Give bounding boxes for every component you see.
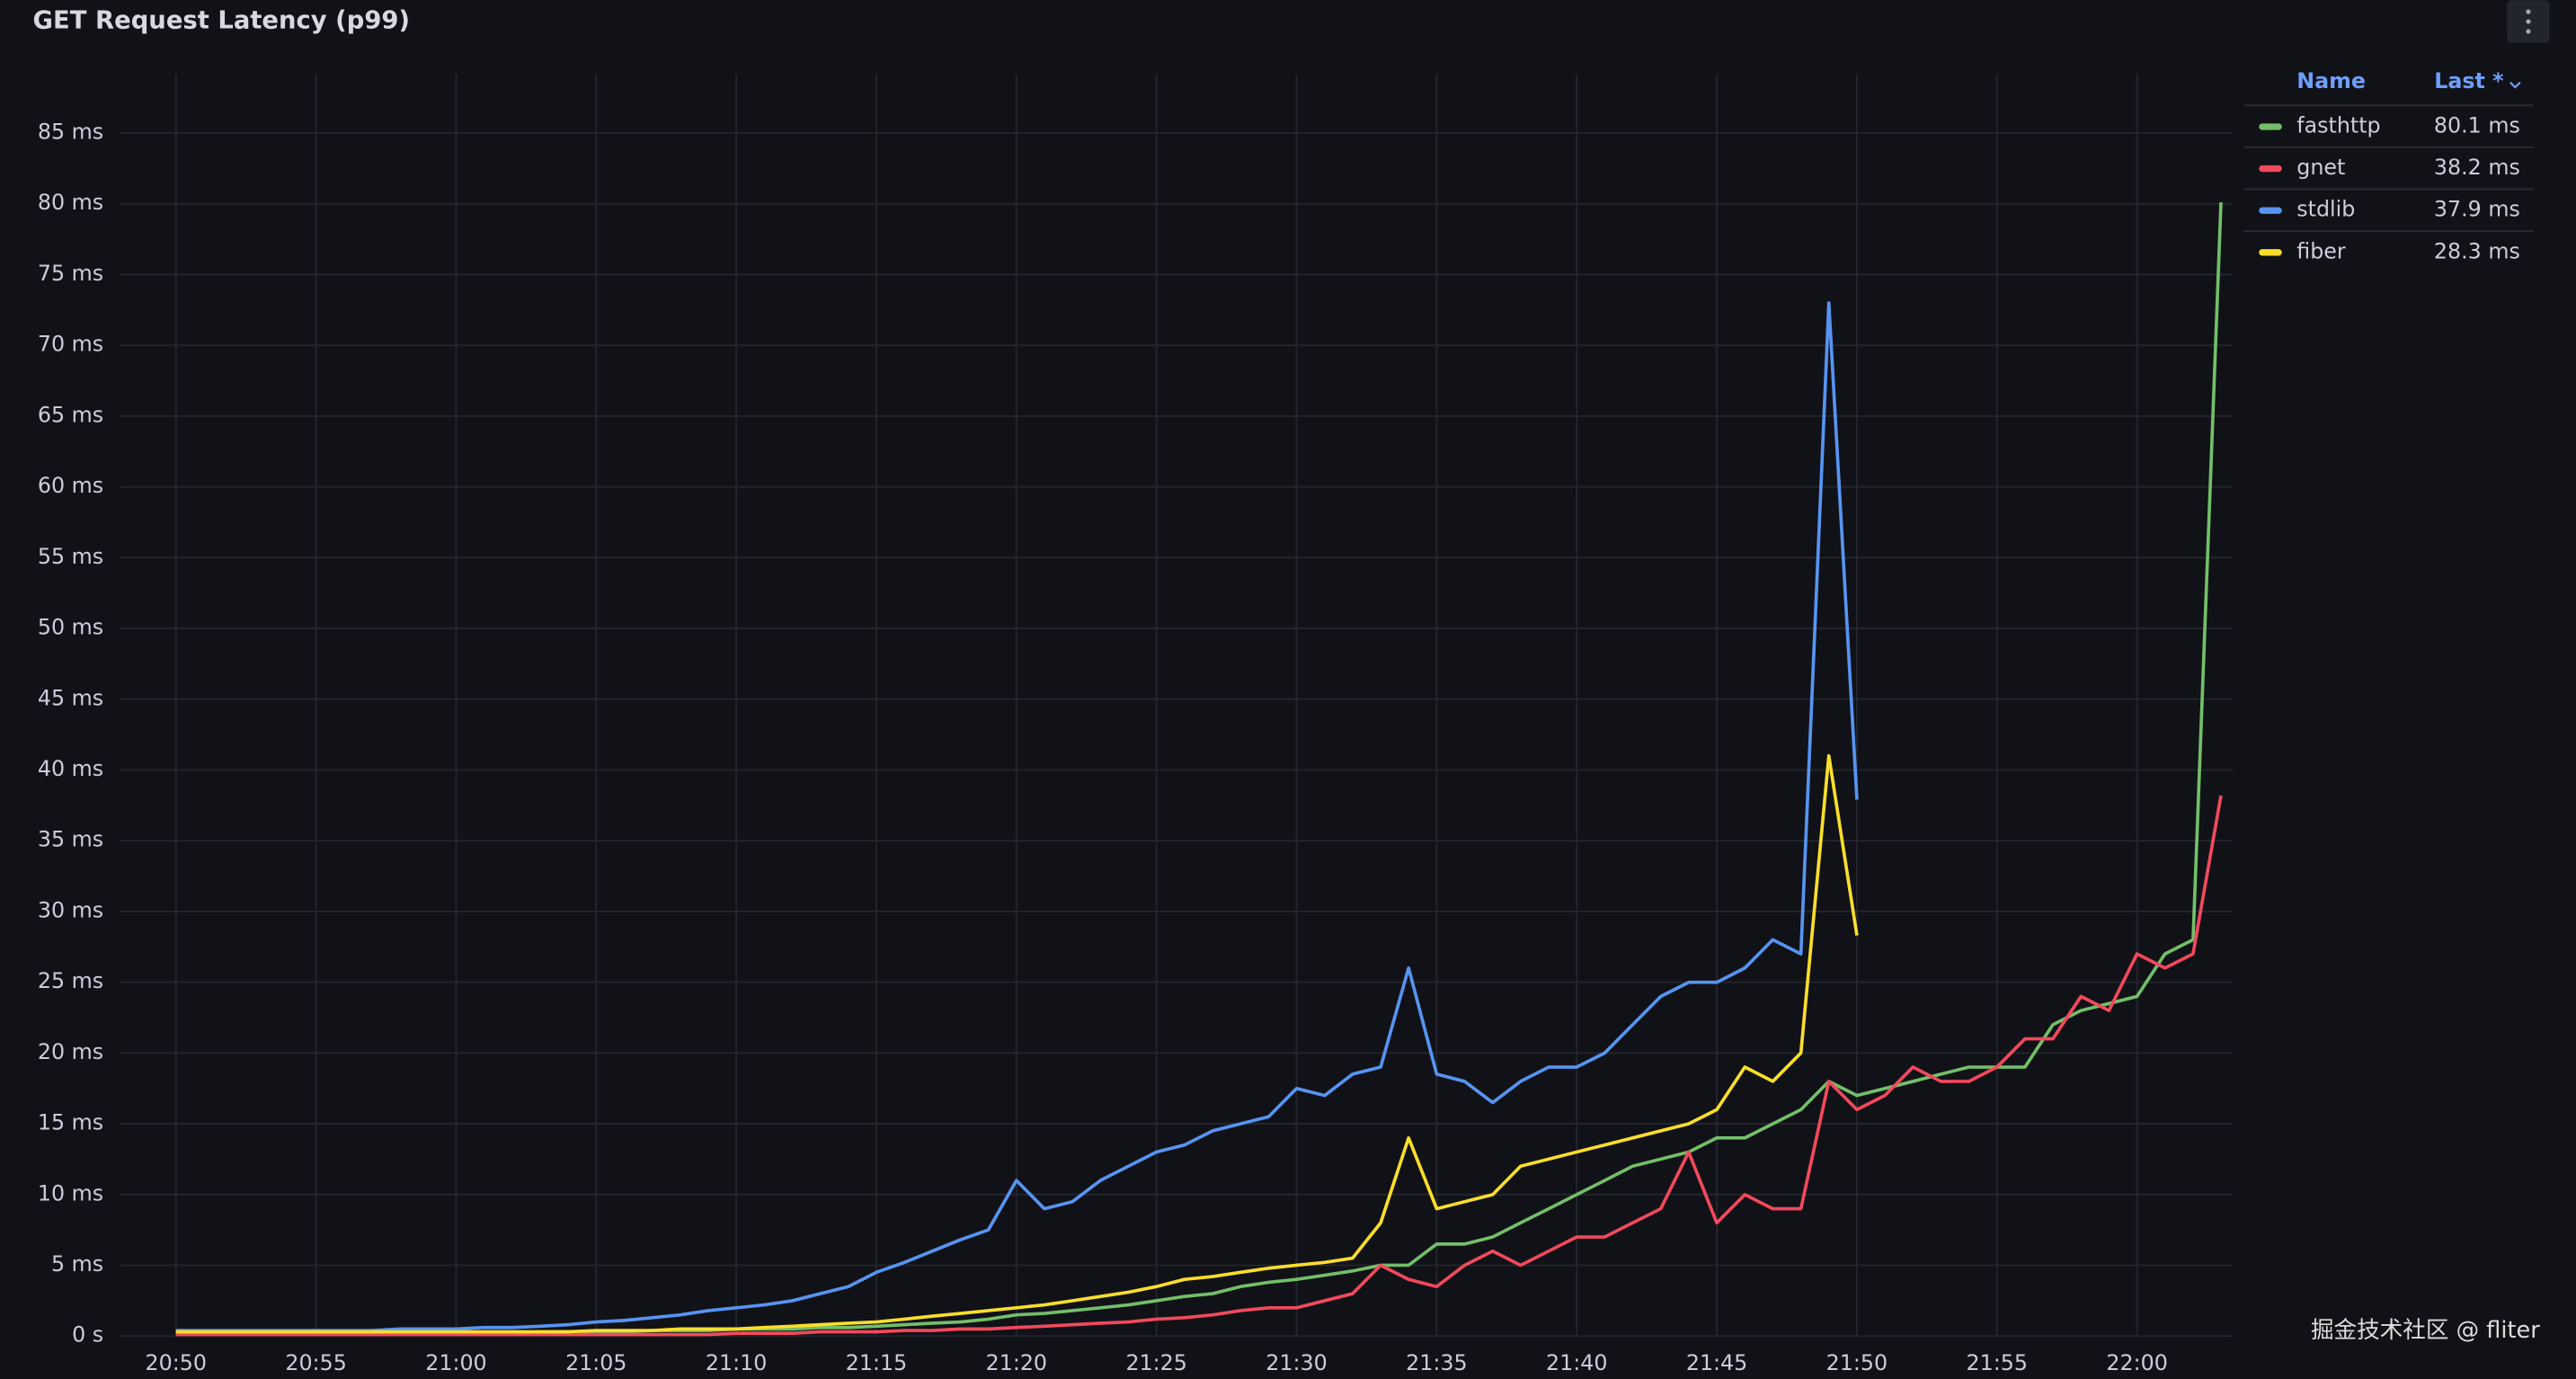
- y-tick-label: 65 ms: [38, 402, 103, 427]
- x-tick-label: 21:45: [1686, 1350, 1747, 1375]
- y-tick-label: 30 ms: [38, 897, 103, 922]
- legend-value: 38.2 ms: [2434, 155, 2520, 180]
- legend-swatch: [2259, 207, 2282, 214]
- legend-swatch: [2259, 249, 2282, 256]
- series-line: [175, 753, 1859, 1334]
- legend-name: gnet: [2296, 155, 2345, 180]
- x-tick-label: 22:00: [2106, 1350, 2167, 1375]
- y-tick-label: 5 ms: [51, 1251, 103, 1277]
- legend-swatch: [2259, 123, 2282, 130]
- x-tick-label: 21:25: [1125, 1350, 1186, 1375]
- x-tick-label: 21:40: [1546, 1350, 1607, 1375]
- y-tick-label: 10 ms: [38, 1180, 103, 1206]
- y-tick-label: 0 s: [72, 1322, 103, 1348]
- legend-value: 28.3 ms: [2434, 238, 2520, 263]
- x-tick-label: 21:00: [425, 1350, 486, 1375]
- legend-value: 80.1 ms: [2434, 112, 2520, 138]
- y-tick-label: 35 ms: [38, 827, 103, 852]
- legend-name: stdlib: [2296, 197, 2355, 222]
- y-tick-label: 45 ms: [38, 685, 103, 710]
- y-tick-label: 15 ms: [38, 1110, 103, 1135]
- y-tick-label: 55 ms: [38, 544, 103, 569]
- x-tick-label: 21:10: [706, 1350, 767, 1375]
- x-tick-label: 21:55: [1967, 1350, 2028, 1375]
- chart-title: GET Request Latency (p99): [33, 6, 410, 34]
- y-tick-label: 60 ms: [38, 473, 103, 498]
- y-tick-label: 50 ms: [38, 615, 103, 640]
- y-tick-label: 70 ms: [38, 332, 103, 357]
- y-tick-label: 40 ms: [38, 756, 103, 781]
- x-tick-label: 21:35: [1406, 1350, 1467, 1375]
- x-tick-label: 21:05: [565, 1350, 626, 1375]
- legend-name: fiber: [2296, 238, 2346, 263]
- legend-name: fasthttp: [2296, 112, 2380, 138]
- y-tick-label: 75 ms: [38, 261, 103, 286]
- series-line: [175, 795, 2223, 1337]
- menu-icon[interactable]: [2507, 0, 2550, 43]
- x-tick-label: 21:20: [986, 1350, 1047, 1375]
- series-line: [175, 301, 1859, 1332]
- dot: [2526, 29, 2531, 34]
- legend-swatch: [2259, 165, 2282, 173]
- legend-header: Name: [2296, 68, 2366, 93]
- dot: [2526, 9, 2531, 14]
- dot: [2526, 19, 2531, 24]
- watermark: 掘金技术社区 @ fliter: [2311, 1317, 2540, 1344]
- legend-header: Last *: [2434, 68, 2503, 93]
- legend-value: 37.9 ms: [2434, 197, 2520, 222]
- x-tick-label: 20:55: [285, 1350, 346, 1375]
- y-tick-label: 85 ms: [38, 119, 103, 144]
- sort-icon: [2509, 81, 2521, 89]
- x-tick-label: 21:15: [846, 1350, 907, 1375]
- x-tick-label: 21:50: [1826, 1350, 1888, 1375]
- y-tick-label: 80 ms: [38, 190, 103, 215]
- x-tick-label: 21:30: [1266, 1350, 1327, 1375]
- y-tick-label: 25 ms: [38, 968, 103, 993]
- y-tick-label: 20 ms: [38, 1039, 103, 1064]
- x-tick-label: 20:50: [146, 1350, 207, 1375]
